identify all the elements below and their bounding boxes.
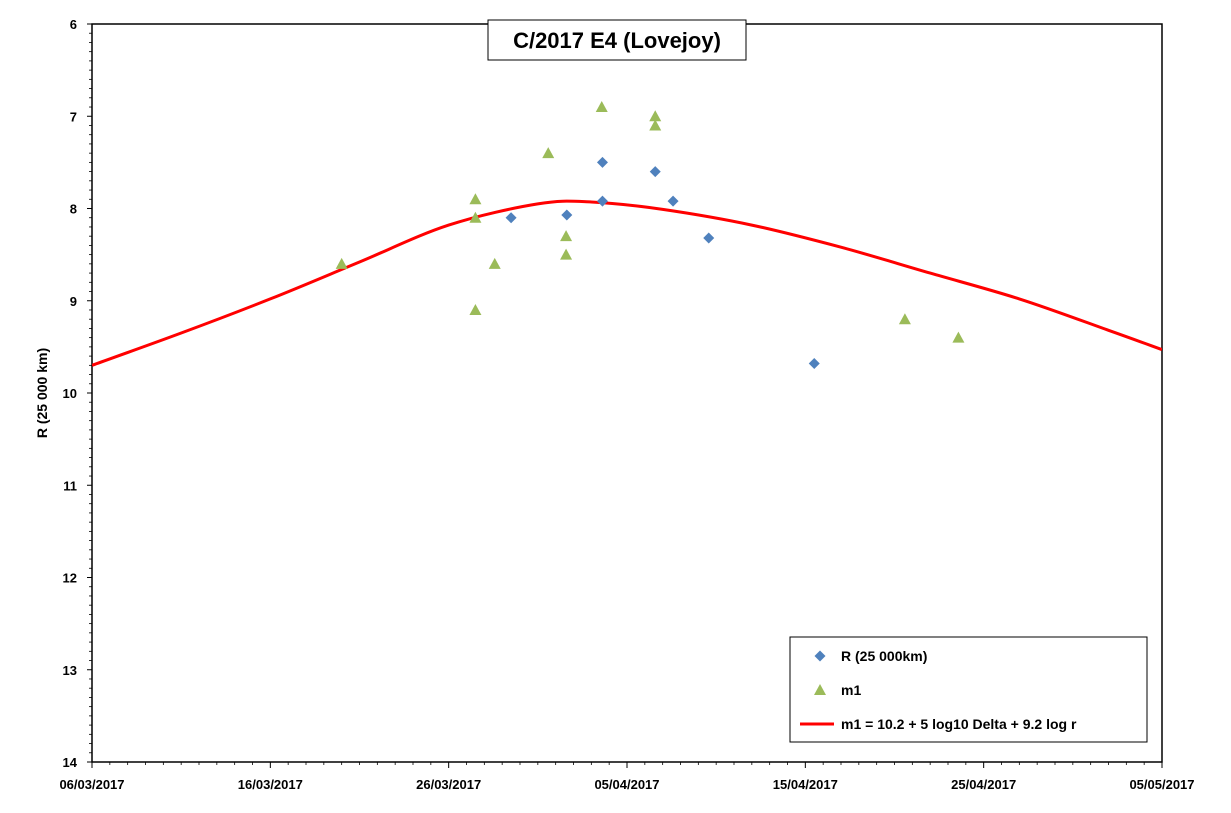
x-tick-label: 16/03/2017 xyxy=(238,777,303,792)
legend-label: m1 xyxy=(841,682,861,698)
r-point xyxy=(808,357,820,369)
y-tick-label: 13 xyxy=(63,663,77,678)
legend-label: m1 = 10.2 + 5 log10 Delta + 9.2 log r xyxy=(841,716,1077,732)
y-axis-title: R (25 000 km) xyxy=(34,348,50,438)
x-tick-label: 05/04/2017 xyxy=(594,777,659,792)
r-markers xyxy=(505,156,820,369)
r-point xyxy=(703,232,715,244)
r-point xyxy=(505,212,517,224)
y-tick-label: 10 xyxy=(63,386,77,401)
r-point xyxy=(667,195,679,207)
m1-point xyxy=(488,257,501,269)
r-point xyxy=(649,166,661,178)
legend-triangle-icon xyxy=(814,684,826,695)
m1-point xyxy=(469,303,482,315)
legend-box xyxy=(789,636,1148,743)
x-tick-label: 25/04/2017 xyxy=(951,777,1016,792)
legend: R (25 000km) m1 m1 = 10.2 + 5 log10 Delta … xyxy=(789,636,1148,743)
m1-point xyxy=(649,119,662,131)
y-tick-label: 8 xyxy=(70,202,77,217)
y-tick-label: 14 xyxy=(63,755,78,770)
m1-point xyxy=(560,230,573,242)
y-tick-label: 9 xyxy=(70,294,77,309)
m1-point xyxy=(469,193,482,205)
y-tick-label: 7 xyxy=(70,109,77,124)
x-axis: 06/03/2017 16/03/2017 26/03/2017 05/04/2017… xyxy=(59,762,1195,792)
m1-point xyxy=(595,101,608,113)
m1-point xyxy=(469,211,482,223)
x-tick-label: 06/03/2017 xyxy=(59,777,124,792)
y-tick-label: 12 xyxy=(63,571,77,586)
m1-point xyxy=(898,313,911,325)
model-curve xyxy=(92,199,1162,367)
plot-layer xyxy=(92,101,1162,369)
x-tick-label: 15/04/2017 xyxy=(773,777,838,792)
m1-point xyxy=(649,110,662,122)
m1-point xyxy=(335,257,348,269)
m1-point xyxy=(560,248,573,260)
legend-diamond-icon xyxy=(814,650,826,662)
x-tick-label: 05/05/2017 xyxy=(1129,777,1194,792)
x-tick-label: 26/03/2017 xyxy=(416,777,481,792)
r-point xyxy=(596,156,608,168)
chart-title: C/2017 E4 (Lovejoy) xyxy=(513,28,721,53)
y-tick-label: 11 xyxy=(63,478,77,493)
m1-markers xyxy=(335,101,965,343)
r-point xyxy=(596,195,608,207)
y-axis: 6 7 8 9 10 11 12 13 14 xyxy=(63,17,92,770)
y-tick-label: 6 xyxy=(70,17,77,32)
r-point xyxy=(561,209,573,221)
legend-label: R (25 000km) xyxy=(841,648,927,664)
chart-title-box: C/2017 E4 (Lovejoy) xyxy=(487,19,747,61)
m1-point xyxy=(542,147,555,159)
m1-point xyxy=(952,331,965,343)
model-curve-line xyxy=(92,199,1162,367)
